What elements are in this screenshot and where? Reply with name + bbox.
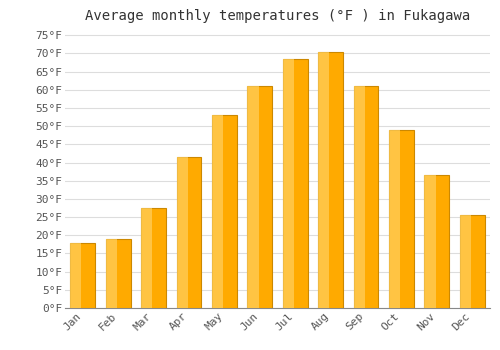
Bar (106, 239, 117, 308)
Bar (283, 59, 308, 308)
Bar (424, 175, 436, 308)
Bar (460, 215, 471, 308)
Bar (424, 175, 450, 308)
Bar (212, 115, 237, 308)
Bar (354, 86, 378, 308)
Bar (318, 52, 343, 308)
Bar (212, 115, 223, 308)
Bar (106, 239, 130, 308)
Bar (389, 130, 400, 308)
Bar (176, 157, 188, 308)
Bar (283, 59, 294, 308)
Bar (354, 86, 365, 308)
Bar (141, 208, 166, 308)
Bar (318, 52, 330, 308)
Bar (176, 157, 202, 308)
Bar (460, 215, 484, 308)
Bar (248, 86, 258, 308)
Bar (70, 243, 82, 308)
Bar (248, 86, 272, 308)
Bar (141, 208, 152, 308)
Title: Average monthly temperatures (°F ) in Fukagawa: Average monthly temperatures (°F ) in Fu… (85, 9, 470, 23)
Bar (389, 130, 414, 308)
Bar (70, 243, 95, 308)
